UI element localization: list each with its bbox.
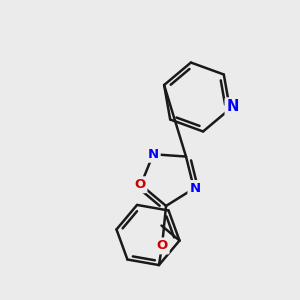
Text: O: O <box>156 239 168 252</box>
Text: N: N <box>189 182 200 195</box>
Text: N: N <box>227 100 239 115</box>
Text: O: O <box>134 178 146 191</box>
Text: N: N <box>148 148 159 161</box>
